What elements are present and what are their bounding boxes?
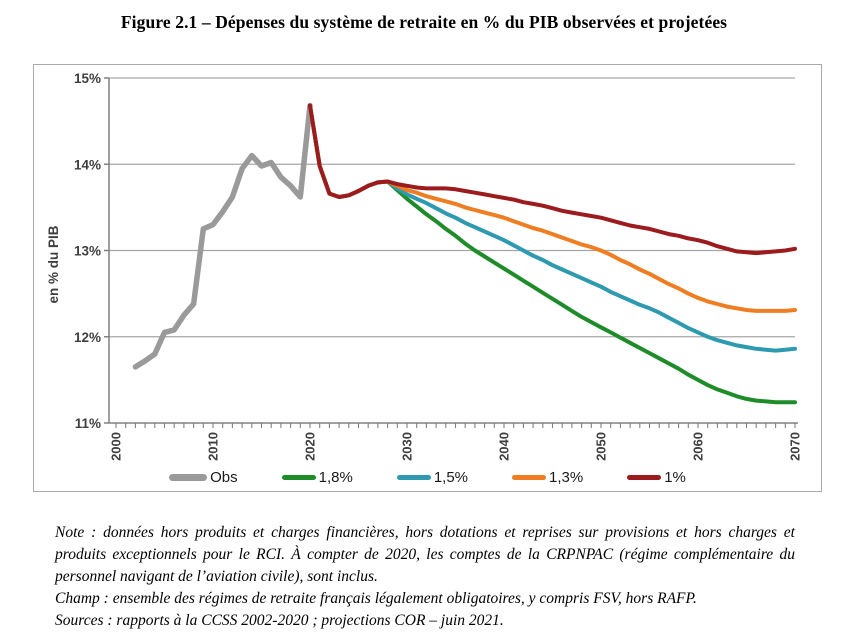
- plot-svg: 11% 12% 13% 14% 15% 2000 2010 2020 2030 2040 2050 2…: [46, 71, 803, 461]
- y-tick-label: 14%: [74, 157, 101, 172]
- legend-swatch: [281, 475, 316, 480]
- x-tick-label: 2040: [497, 432, 512, 461]
- y-tick-label: 15%: [74, 71, 101, 86]
- y-axis-title: en % du PIB: [46, 225, 61, 303]
- note-text: Note : données hors produits et charges …: [55, 524, 795, 585]
- legend-swatch: [627, 475, 662, 480]
- x-tick-label: 2060: [691, 432, 706, 461]
- y-tick-label: 12%: [74, 330, 101, 345]
- y-tick-label: 13%: [74, 244, 101, 259]
- legend-label: 1,8%: [318, 469, 353, 486]
- legend-label: 1%: [664, 469, 686, 486]
- x-tick-label: 2030: [400, 432, 415, 461]
- figure-notes: Note : données hors produits et charges …: [55, 522, 795, 632]
- legend-item-1: 1%: [627, 469, 686, 486]
- series-line-1: [308, 103, 797, 256]
- series-line-obs: [132, 102, 313, 370]
- legend-item-obs: Obs: [169, 469, 238, 486]
- x-tick-label: 2020: [303, 432, 318, 461]
- legend-item-18: 1,8%: [281, 469, 353, 486]
- chart-legend: Obs 1,8% 1,5% 1,3% 1%: [34, 469, 821, 486]
- series-line-18: [308, 103, 797, 405]
- legend-swatch: [512, 475, 547, 480]
- y-tick-label: 11%: [75, 416, 101, 431]
- legend-label: 1,3%: [549, 469, 584, 486]
- legend-item-15: 1,5%: [396, 469, 469, 486]
- champ-text: Champ : ensemble des régimes de retraite…: [55, 590, 697, 607]
- legend-label: 1,5%: [433, 469, 469, 486]
- figure-title: Figure 2.1 – Dépenses du système de retr…: [120, 12, 728, 32]
- legend-swatch: [169, 474, 208, 481]
- legend-label: Obs: [210, 469, 238, 486]
- sources-text: Sources : rapports à la CCSS 2002-2020 ;…: [55, 612, 504, 629]
- legend-item-13: 1,3%: [512, 469, 583, 486]
- legend-swatch: [396, 475, 431, 480]
- series-line-15: [308, 103, 797, 353]
- x-tick-label: 2010: [206, 432, 221, 461]
- x-tick-label: 2000: [109, 432, 124, 461]
- x-tick-label: 2070: [788, 432, 803, 461]
- x-tick-label: 2050: [594, 432, 609, 461]
- chart-area: 11% 12% 13% 14% 15% 2000 2010 2020 2030 2040 2050 2…: [33, 64, 822, 492]
